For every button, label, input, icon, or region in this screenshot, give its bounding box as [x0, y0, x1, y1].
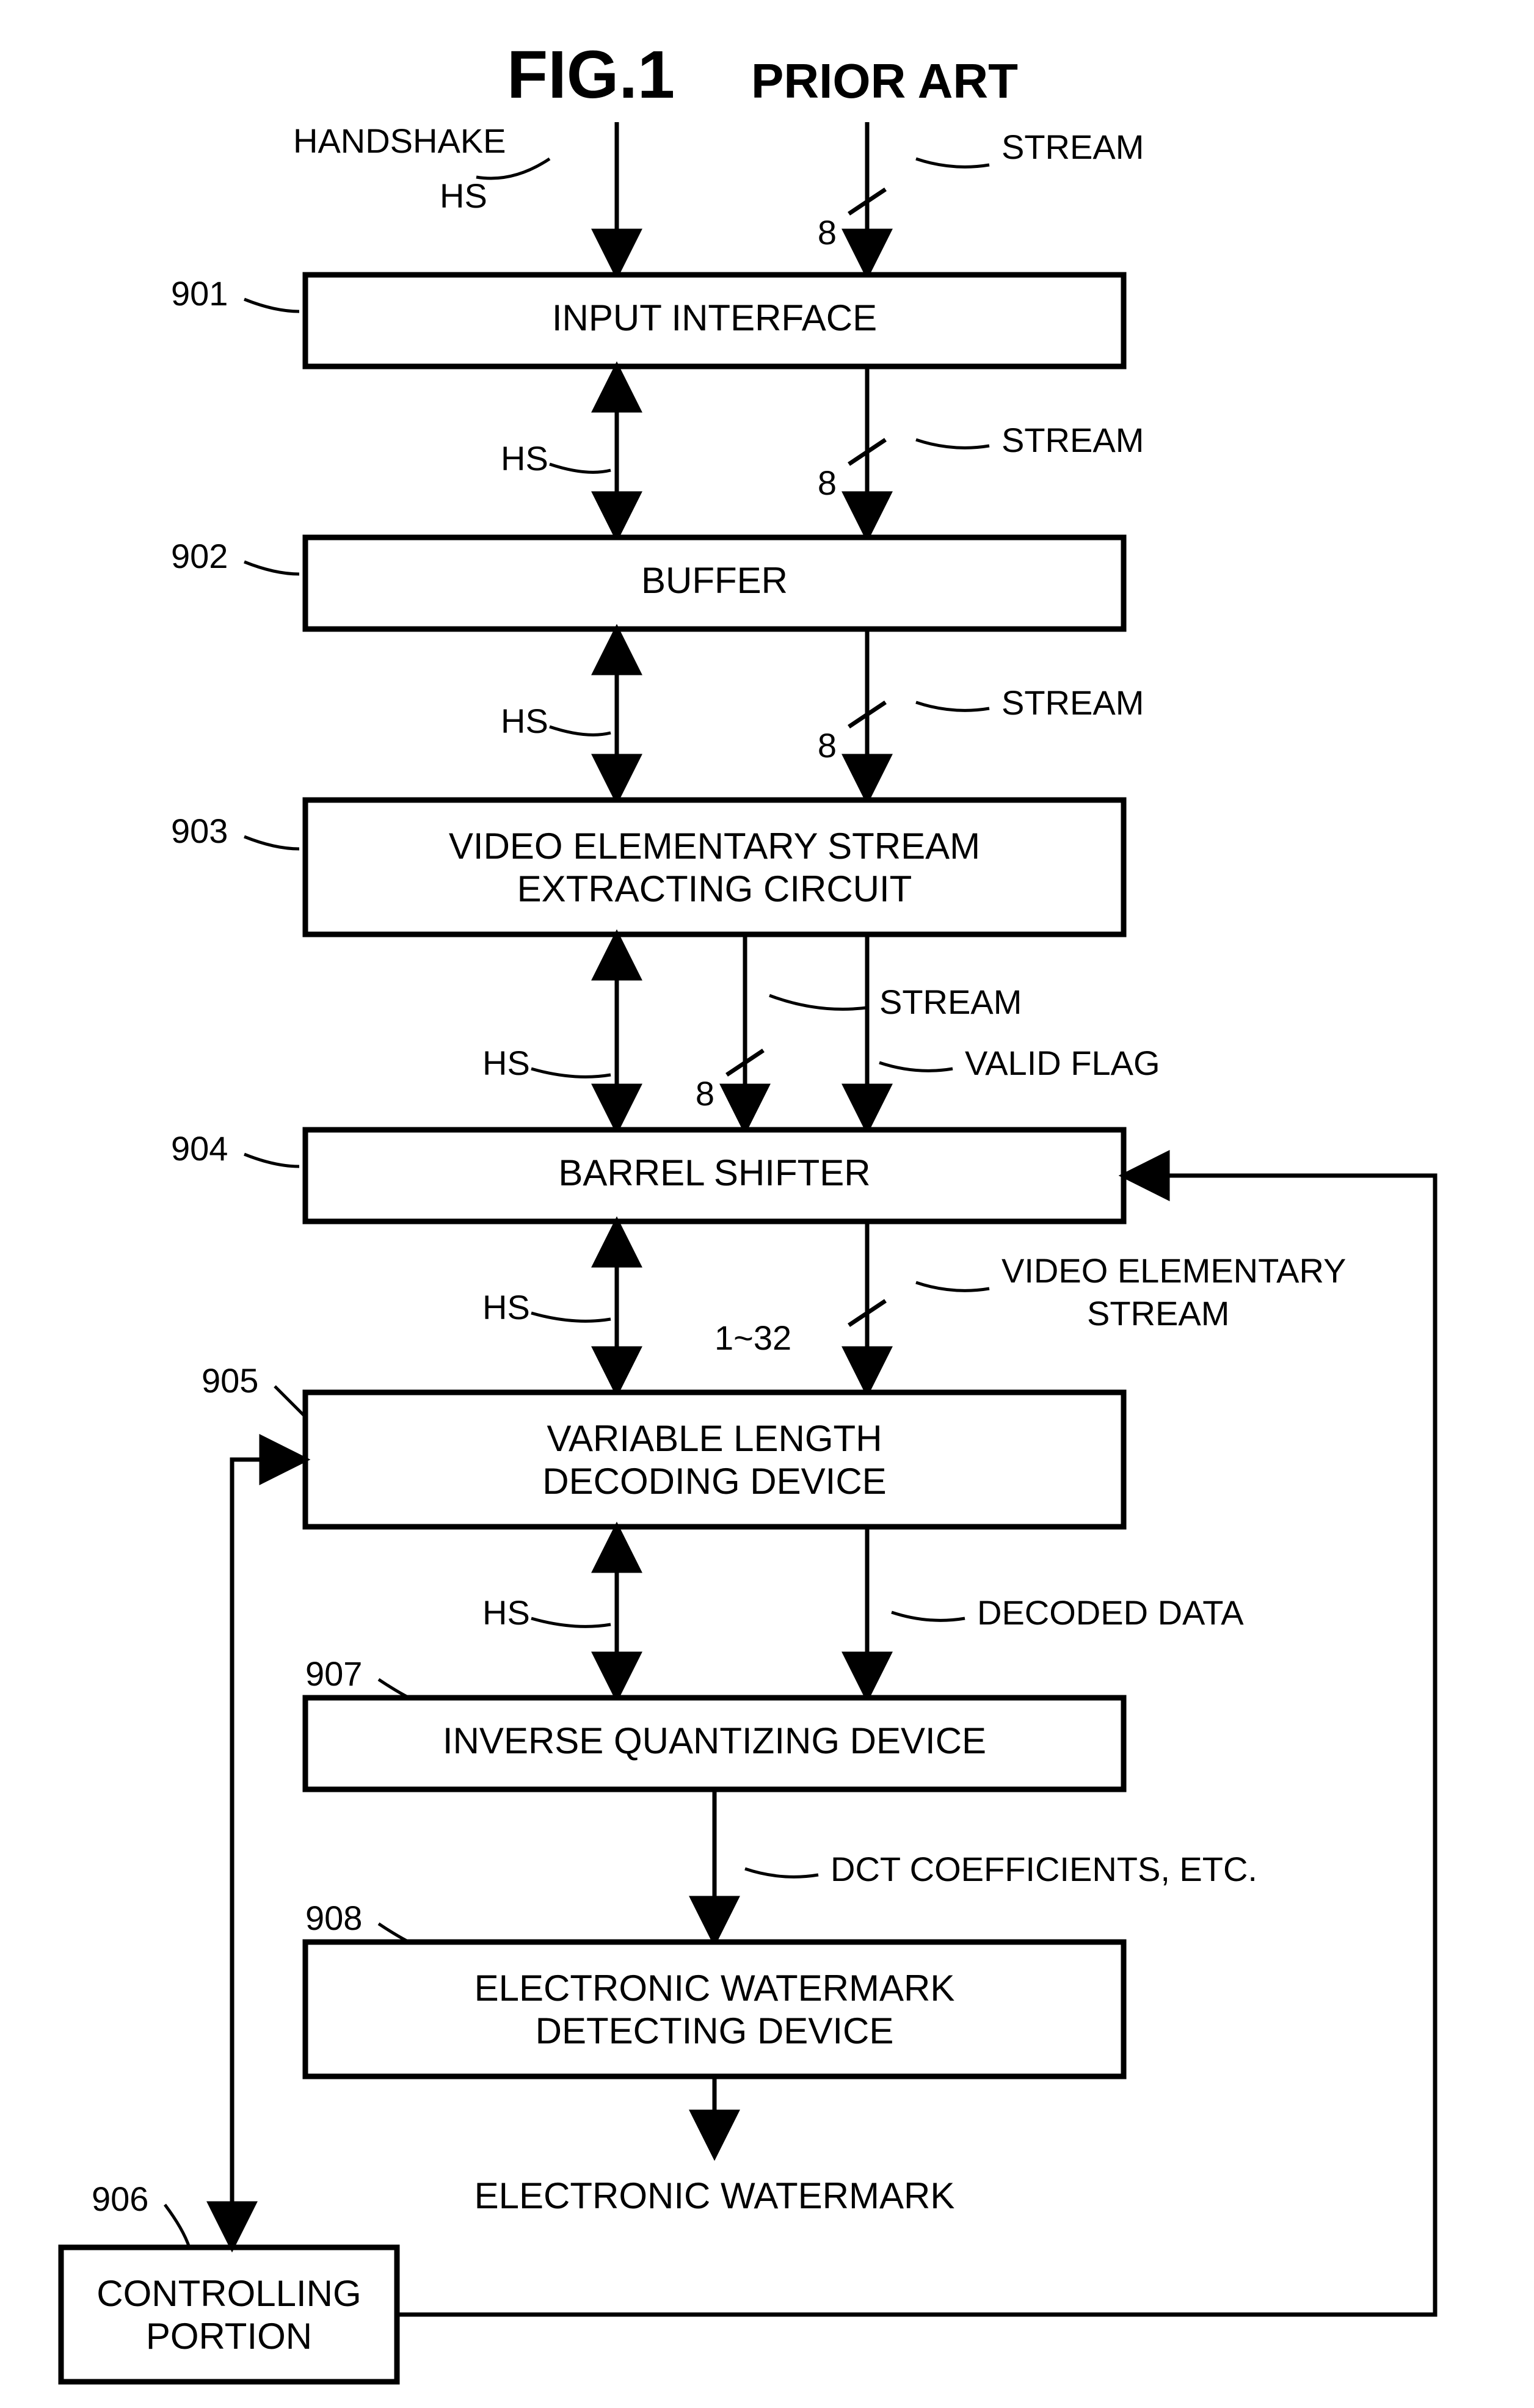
- node-903-box: [305, 800, 1124, 934]
- label-hs-904: HS: [482, 1288, 530, 1326]
- node-905-box: [305, 1392, 1124, 1527]
- leader-hs-903: [531, 1069, 611, 1077]
- leader-hs-905: [531, 1618, 611, 1626]
- label-stream-top: STREAM: [1001, 128, 1144, 166]
- figure-title: FIG.1: [507, 37, 675, 112]
- node-908-line2: DETECTING DEVICE: [536, 2010, 894, 2051]
- label-ew-output: ELECTRONIC WATERMARK: [474, 2175, 955, 2216]
- leader-stream-top: [916, 159, 989, 167]
- leader-dct: [745, 1869, 818, 1877]
- flowchart-diagram: FIG.1 PRIOR ART HANDSHAKE HS 8 STREAM IN…: [0, 0, 1534, 2408]
- leader-hs-904: [531, 1313, 611, 1321]
- node-906-line1: CONTROLLING: [96, 2273, 361, 2314]
- feedback-906-905: [232, 1460, 305, 2247]
- label-dct: DCT COEFFICIENTS, ETC.: [831, 1850, 1257, 1888]
- node-903-line2: EXTRACTING CIRCUIT: [517, 868, 912, 909]
- label-decoded: DECODED DATA: [977, 1593, 1244, 1632]
- label-8-901: 8: [818, 464, 837, 502]
- node-908-line1: ELECTRONIC WATERMARK: [474, 1968, 955, 2009]
- label-stream-901: STREAM: [1001, 421, 1144, 459]
- leader-904: [244, 1154, 299, 1166]
- node-905-id: 905: [202, 1361, 258, 1400]
- node-907-label: INVERSE QUANTIZING DEVICE: [443, 1720, 986, 1761]
- leader-handshake: [476, 159, 550, 178]
- node-908-box: [305, 1942, 1124, 2076]
- node-902-label: BUFFER: [641, 560, 788, 601]
- label-valid-903: VALID FLAG: [965, 1044, 1160, 1082]
- leader-901: [244, 299, 299, 311]
- node-908-id: 908: [305, 1899, 362, 1937]
- node-906-id: 906: [92, 2180, 148, 2218]
- node-901-label: INPUT INTERFACE: [552, 297, 877, 338]
- label-ves2: STREAM: [1087, 1294, 1229, 1333]
- label-hs-903: HS: [482, 1044, 530, 1082]
- label-ves1: VIDEO ELEMENTARY: [1001, 1251, 1346, 1290]
- node-906-box: [61, 2247, 397, 2382]
- leader-hs-902: [550, 727, 611, 735]
- leader-valid-903: [879, 1063, 953, 1071]
- leader-905: [275, 1386, 305, 1417]
- label-8-903: 8: [696, 1074, 714, 1113]
- node-904-id: 904: [171, 1129, 228, 1168]
- node-904-label: BARREL SHIFTER: [558, 1152, 870, 1193]
- label-1-32: 1~32: [714, 1319, 791, 1357]
- leader-hs-901: [550, 464, 611, 472]
- label-8-top: 8: [818, 213, 837, 252]
- leader-stream-903: [769, 995, 867, 1009]
- label-hs-902: HS: [501, 702, 548, 740]
- node-907-id: 907: [305, 1654, 362, 1693]
- leader-stream-901: [916, 440, 989, 448]
- label-8-902: 8: [818, 726, 837, 765]
- leader-902: [244, 562, 299, 574]
- node-902-id: 902: [171, 537, 228, 575]
- leader-903: [244, 837, 299, 849]
- label-hs-905: HS: [482, 1593, 530, 1632]
- label-hs-top: HS: [440, 176, 487, 215]
- label-stream-902: STREAM: [1001, 683, 1144, 722]
- node-905-line1: VARIABLE LENGTH: [547, 1418, 882, 1459]
- node-901-id: 901: [171, 274, 228, 313]
- node-903-line1: VIDEO ELEMENTARY STREAM: [449, 826, 980, 867]
- leader-ves: [916, 1282, 989, 1290]
- leader-stream-902: [916, 702, 989, 710]
- label-stream-903: STREAM: [879, 983, 1022, 1021]
- figure-subtitle: PRIOR ART: [751, 54, 1018, 108]
- node-905-line2: DECODING DEVICE: [542, 1461, 886, 1502]
- leader-906: [165, 2205, 189, 2247]
- label-hs-901: HS: [501, 439, 548, 478]
- node-903-id: 903: [171, 812, 228, 850]
- label-handshake: HANDSHAKE: [293, 122, 506, 160]
- node-906-line2: PORTION: [146, 2316, 312, 2357]
- leader-decoded: [892, 1612, 965, 1620]
